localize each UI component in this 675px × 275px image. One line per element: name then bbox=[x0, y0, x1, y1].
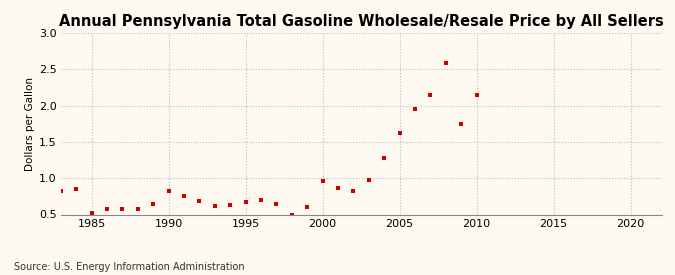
Y-axis label: Dollars per Gallon: Dollars per Gallon bbox=[25, 77, 34, 171]
Title: Annual Pennsylvania Total Gasoline Wholesale/Resale Price by All Sellers: Annual Pennsylvania Total Gasoline Whole… bbox=[59, 14, 664, 29]
Text: Source: U.S. Energy Information Administration: Source: U.S. Energy Information Administ… bbox=[14, 262, 244, 272]
